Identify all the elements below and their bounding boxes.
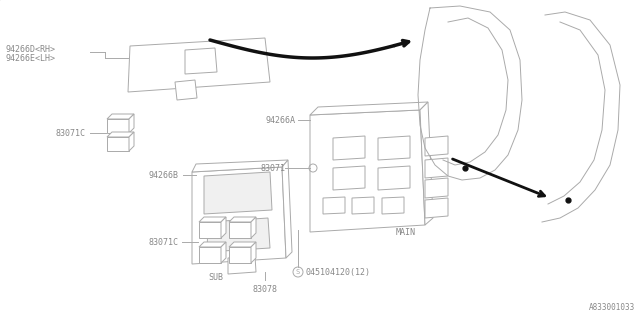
Bar — [199, 247, 221, 263]
Polygon shape — [107, 114, 134, 119]
Text: S: S — [296, 269, 300, 275]
Polygon shape — [333, 166, 365, 190]
Polygon shape — [204, 172, 272, 214]
Polygon shape — [425, 136, 448, 156]
Polygon shape — [310, 102, 428, 115]
Polygon shape — [310, 110, 425, 232]
Text: 94266E<LH>: 94266E<LH> — [5, 53, 55, 62]
Polygon shape — [199, 217, 226, 222]
Polygon shape — [378, 166, 410, 190]
Text: 83071C: 83071C — [55, 129, 85, 138]
Text: SUB: SUB — [208, 274, 223, 283]
Polygon shape — [221, 242, 226, 263]
Polygon shape — [129, 114, 134, 133]
Polygon shape — [323, 197, 345, 214]
Polygon shape — [229, 217, 256, 222]
Text: 94266A: 94266A — [265, 116, 295, 124]
Polygon shape — [207, 218, 270, 252]
Bar — [107, 119, 129, 133]
Polygon shape — [192, 167, 286, 264]
Text: 94266D<RH>: 94266D<RH> — [5, 44, 55, 53]
Polygon shape — [192, 160, 288, 172]
Polygon shape — [185, 48, 217, 74]
Polygon shape — [107, 132, 134, 137]
Polygon shape — [425, 158, 448, 178]
Polygon shape — [251, 217, 256, 238]
Polygon shape — [333, 136, 365, 160]
Polygon shape — [175, 80, 197, 100]
Bar — [229, 247, 251, 263]
Polygon shape — [229, 242, 256, 247]
Polygon shape — [221, 217, 226, 238]
Bar — [107, 137, 129, 151]
Text: 83071: 83071 — [260, 164, 285, 172]
Polygon shape — [199, 242, 226, 247]
Bar — [229, 222, 251, 238]
Polygon shape — [420, 102, 433, 225]
Polygon shape — [128, 38, 270, 92]
Polygon shape — [382, 197, 404, 214]
Polygon shape — [251, 242, 256, 263]
Text: 94266B: 94266B — [148, 171, 178, 180]
Text: A833001033: A833001033 — [589, 303, 635, 312]
Polygon shape — [425, 178, 448, 198]
Bar — [199, 222, 221, 238]
Polygon shape — [282, 160, 292, 258]
Text: 83078: 83078 — [252, 285, 277, 294]
Polygon shape — [129, 132, 134, 151]
Text: 83071C: 83071C — [148, 237, 178, 246]
Text: MAIN: MAIN — [396, 228, 416, 236]
Polygon shape — [425, 198, 448, 218]
Polygon shape — [228, 256, 256, 274]
Polygon shape — [352, 197, 374, 214]
Polygon shape — [378, 136, 410, 160]
Text: 045104120(12): 045104120(12) — [305, 268, 370, 276]
